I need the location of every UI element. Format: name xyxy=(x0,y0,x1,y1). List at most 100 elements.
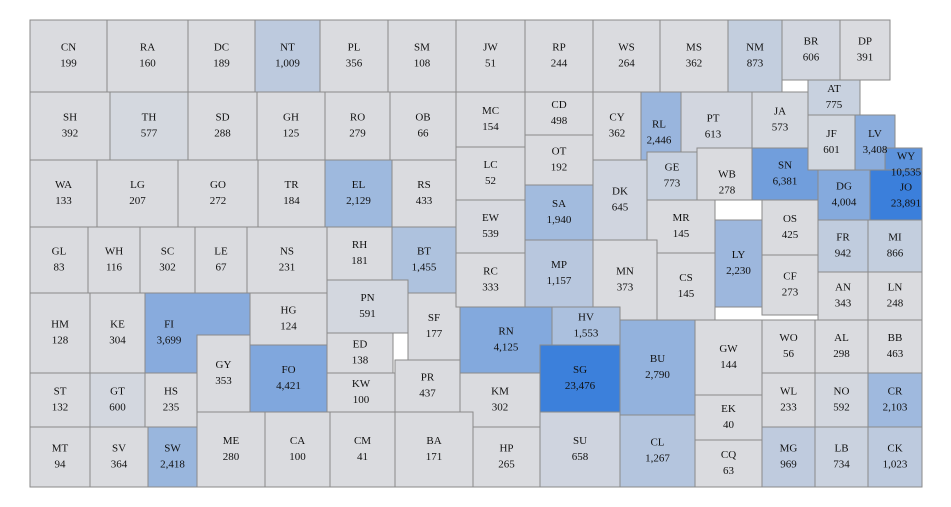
county-value: 613 xyxy=(705,129,722,141)
county-value: 264 xyxy=(618,58,635,70)
county xyxy=(761,319,816,374)
county-code: BA xyxy=(426,435,441,447)
county-code: BT xyxy=(417,246,431,258)
county xyxy=(257,159,326,228)
county xyxy=(459,306,553,374)
county-value: 144 xyxy=(720,359,737,371)
county-value: 199 xyxy=(60,58,77,70)
county xyxy=(394,359,461,413)
county-code: JW xyxy=(483,42,498,54)
county-code: NT xyxy=(280,42,295,54)
county-value: 353 xyxy=(215,375,232,387)
county-value: 343 xyxy=(835,298,852,310)
county xyxy=(326,279,409,334)
county xyxy=(619,414,696,488)
county-value: 100 xyxy=(353,394,370,406)
county-value: 124 xyxy=(280,321,297,333)
county xyxy=(29,292,91,374)
county-value: 108 xyxy=(414,58,431,70)
county-code: KW xyxy=(352,378,371,390)
county-code: CS xyxy=(679,272,692,284)
county xyxy=(619,319,696,416)
county xyxy=(659,19,729,93)
county-value: 873 xyxy=(747,58,764,70)
county-value: 4,004 xyxy=(832,197,857,209)
county-value: 2,129 xyxy=(346,195,371,207)
county xyxy=(640,91,682,161)
county-value: 425 xyxy=(782,229,799,241)
county-value: 273 xyxy=(782,287,799,299)
county-value: 3,408 xyxy=(863,144,888,156)
county-code: LE xyxy=(214,246,228,258)
county-value: 942 xyxy=(835,248,852,260)
county-value: 298 xyxy=(833,348,850,360)
county xyxy=(814,319,869,374)
county-value: 1,157 xyxy=(547,275,572,287)
county-code: WO xyxy=(779,332,797,344)
county xyxy=(646,151,698,201)
county-code: LY xyxy=(732,249,746,261)
county xyxy=(87,226,141,294)
county-value: 4,125 xyxy=(494,342,519,354)
county-value: 1,009 xyxy=(275,58,300,70)
county-code: JF xyxy=(826,128,836,140)
county-value: 600 xyxy=(109,402,126,414)
county xyxy=(147,426,198,488)
county-code: GT xyxy=(110,386,125,398)
county-code: LV xyxy=(868,128,882,140)
county-value: 189 xyxy=(213,58,230,70)
county xyxy=(696,147,753,201)
county-value: 333 xyxy=(482,282,499,294)
county-value: 2,418 xyxy=(160,459,185,471)
county-code: PT xyxy=(707,113,720,125)
county xyxy=(694,394,763,441)
county-code: RA xyxy=(140,42,155,54)
county-code: GH xyxy=(283,112,299,124)
county xyxy=(814,372,869,428)
county xyxy=(524,184,594,241)
county xyxy=(326,332,394,374)
county-code: OB xyxy=(415,112,430,124)
county-value: 160 xyxy=(139,58,156,70)
county-value: 23,891 xyxy=(891,198,921,210)
county xyxy=(592,19,661,93)
county-code: PR xyxy=(421,372,435,384)
county-value: 356 xyxy=(346,58,363,70)
county-code: HS xyxy=(164,386,178,398)
county-code: JO xyxy=(900,182,912,194)
county xyxy=(761,254,819,316)
county xyxy=(96,159,179,228)
county-value: 128 xyxy=(52,335,69,347)
county-value: 304 xyxy=(109,335,126,347)
county xyxy=(656,252,716,321)
county-code: HG xyxy=(281,305,297,317)
county-value: 1,023 xyxy=(883,459,908,471)
county-code: PN xyxy=(360,292,374,304)
county xyxy=(751,91,809,149)
county-value: 3,699 xyxy=(157,335,182,347)
county-value: 133 xyxy=(55,195,72,207)
county-value: 302 xyxy=(159,262,176,274)
county xyxy=(187,19,256,93)
county-code: GY xyxy=(216,359,232,371)
county-code: RL xyxy=(652,119,666,131)
county xyxy=(29,226,89,294)
county-code: SH xyxy=(63,112,77,124)
county-value: 244 xyxy=(551,58,568,70)
county-value: 272 xyxy=(210,195,227,207)
county xyxy=(389,91,457,161)
county-code: WH xyxy=(105,246,123,258)
county-value: 364 xyxy=(111,459,128,471)
county-value: 573 xyxy=(772,122,789,134)
county-code: RH xyxy=(352,239,367,251)
county-code: SA xyxy=(552,198,566,210)
county xyxy=(29,19,108,93)
county-code: PL xyxy=(348,42,361,54)
county-code: GW xyxy=(719,343,738,355)
county xyxy=(694,319,763,396)
county-value: 51 xyxy=(485,58,496,70)
county xyxy=(407,292,461,361)
county xyxy=(455,19,526,93)
county-value: 773 xyxy=(664,178,681,190)
